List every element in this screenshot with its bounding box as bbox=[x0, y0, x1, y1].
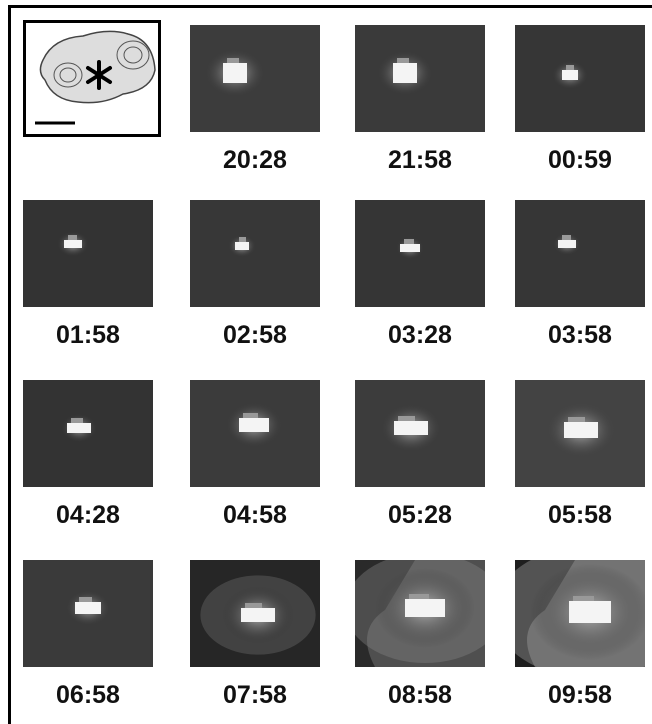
time-label: 00:59 bbox=[500, 146, 652, 175]
time-label: 02:58 bbox=[175, 321, 335, 350]
time-label: 20:28 bbox=[175, 146, 335, 175]
thermal-image bbox=[23, 380, 153, 487]
thermal-image bbox=[515, 25, 645, 132]
time-label: 05:58 bbox=[500, 501, 652, 530]
thermal-image bbox=[23, 560, 153, 667]
location-map bbox=[23, 20, 161, 137]
time-label: 04:28 bbox=[8, 501, 168, 530]
time-label: 07:58 bbox=[175, 681, 335, 710]
thermal-image bbox=[23, 200, 153, 307]
time-label: 03:28 bbox=[340, 321, 500, 350]
thermal-image bbox=[190, 560, 320, 667]
thermal-image bbox=[355, 200, 485, 307]
page: (() => { const data = JSON.parse(documen… bbox=[0, 0, 652, 724]
thermal-image bbox=[355, 560, 485, 667]
time-label: 01:58 bbox=[8, 321, 168, 350]
time-label: 09:58 bbox=[500, 681, 652, 710]
time-label: 21:58 bbox=[340, 146, 500, 175]
time-label: 08:58 bbox=[340, 681, 500, 710]
thermal-image bbox=[190, 25, 320, 132]
thermal-image bbox=[515, 380, 645, 487]
thermal-image bbox=[355, 380, 485, 487]
time-label: 05:28 bbox=[340, 501, 500, 530]
thermal-image bbox=[515, 200, 645, 307]
time-label: 03:58 bbox=[500, 321, 652, 350]
thermal-image bbox=[515, 560, 645, 667]
thermal-image bbox=[190, 200, 320, 307]
thermal-image bbox=[355, 25, 485, 132]
time-label: 04:58 bbox=[175, 501, 335, 530]
thermal-image bbox=[190, 380, 320, 487]
time-label: 06:58 bbox=[8, 681, 168, 710]
